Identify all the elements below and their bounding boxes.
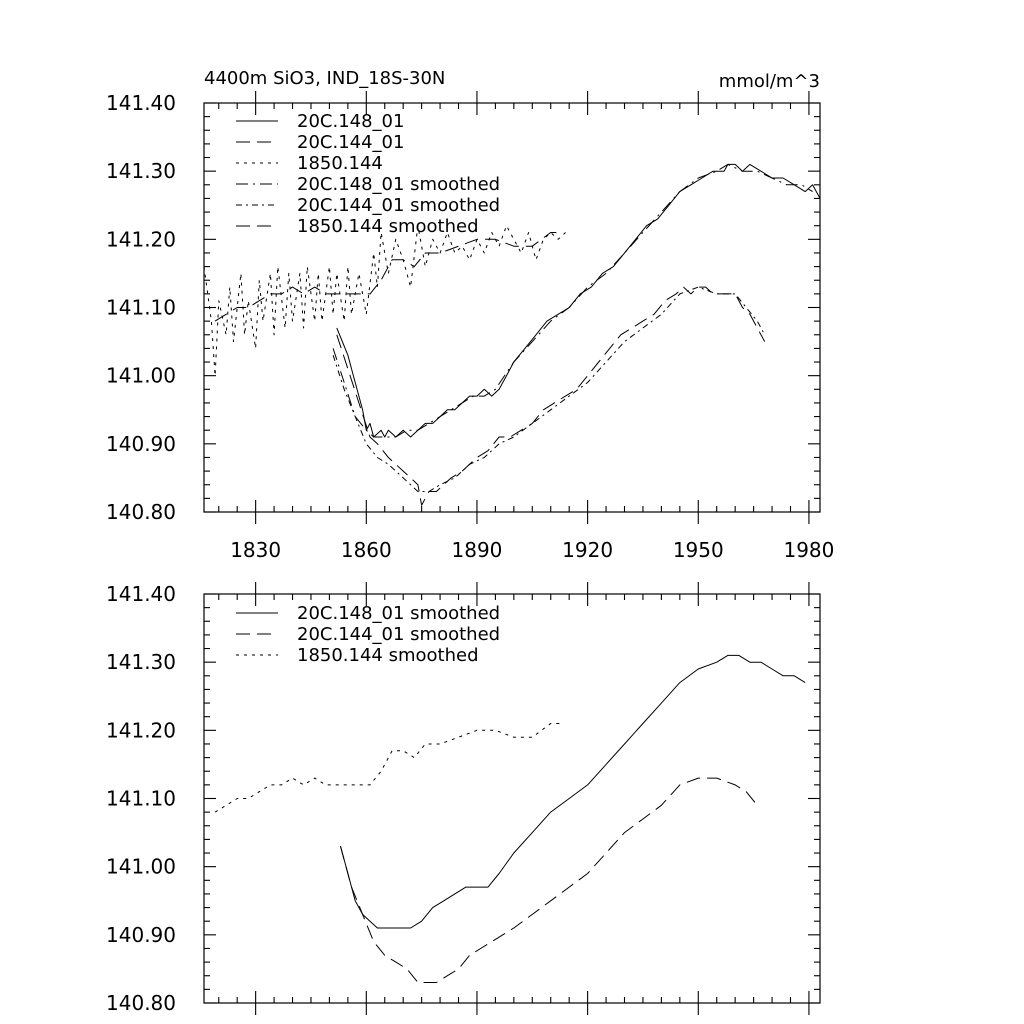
legend-label: 20C.144_01: [297, 132, 404, 153]
y-tick-label: 141.00: [106, 855, 176, 879]
x-tick-label: 1980: [783, 538, 834, 562]
legend-label: 20C.144_01 smoothed: [297, 624, 500, 645]
y-tick-label: 141.20: [106, 718, 176, 742]
legend-label: 1850.144 smoothed: [297, 216, 479, 237]
series-line-20c-148-01-smoothed: [340, 654, 806, 929]
series-line-1850-144-smoothed: [214, 723, 562, 813]
y-tick-label: 141.30: [106, 650, 176, 674]
x-tick-label: 1890: [452, 538, 503, 562]
y-tick-label: 141.40: [106, 91, 176, 115]
x-tick-label: 1860: [341, 538, 392, 562]
chart-title: 4400m SiO3, IND_18S-30N: [204, 68, 445, 89]
legend-label: 1850.144: [297, 153, 383, 174]
series-line-20c-144-01: [336, 286, 766, 506]
y-tick-label: 141.00: [106, 364, 176, 388]
bottom-panel: 140.80 140.90 141.00 141.10 141.20 141.30 141.…: [106, 582, 821, 1015]
y-tick-label: 141.10: [106, 296, 176, 320]
y-tick-label: 141.10: [106, 787, 176, 811]
legend-label: 20C.148_01 smoothed: [297, 603, 500, 624]
series-line-1850-144-smoothed: [214, 232, 562, 322]
y-tick-label: 140.90: [106, 923, 176, 947]
y-tick-label: 141.20: [106, 227, 176, 251]
y-tick-label: 140.90: [106, 432, 176, 456]
y-tick-label: 141.40: [106, 582, 176, 606]
units-label: mmol/m^3: [719, 71, 820, 92]
y-tick-label: 140.80: [106, 500, 176, 524]
x-tick-label: 1950: [673, 538, 724, 562]
y-tick-label: 141.30: [106, 159, 176, 183]
series-line-20c-148-01-smoothed: [332, 163, 813, 438]
x-tick-label: 1830: [230, 538, 281, 562]
legend-label: 20C.148_01 smoothed: [297, 174, 500, 195]
x-tick-label: 1920: [562, 538, 613, 562]
legend-label: 1850.144 smoothed: [297, 645, 479, 666]
series-line-20c-144-01-smoothed: [340, 777, 758, 983]
legend-label: 20C.144_01 smoothed: [297, 195, 500, 216]
legend-label: 20C.148_01: [297, 111, 404, 132]
series-line-1850-144: [204, 225, 566, 377]
y-tick-label: 140.80: [106, 991, 176, 1015]
series-line-20c-144-01-smoothed: [332, 286, 766, 492]
top-panel: 140.80 140.90 141.00 141.10 141.20 141.30 141.…: [106, 68, 834, 562]
series-line-20c-148-01: [336, 163, 820, 438]
